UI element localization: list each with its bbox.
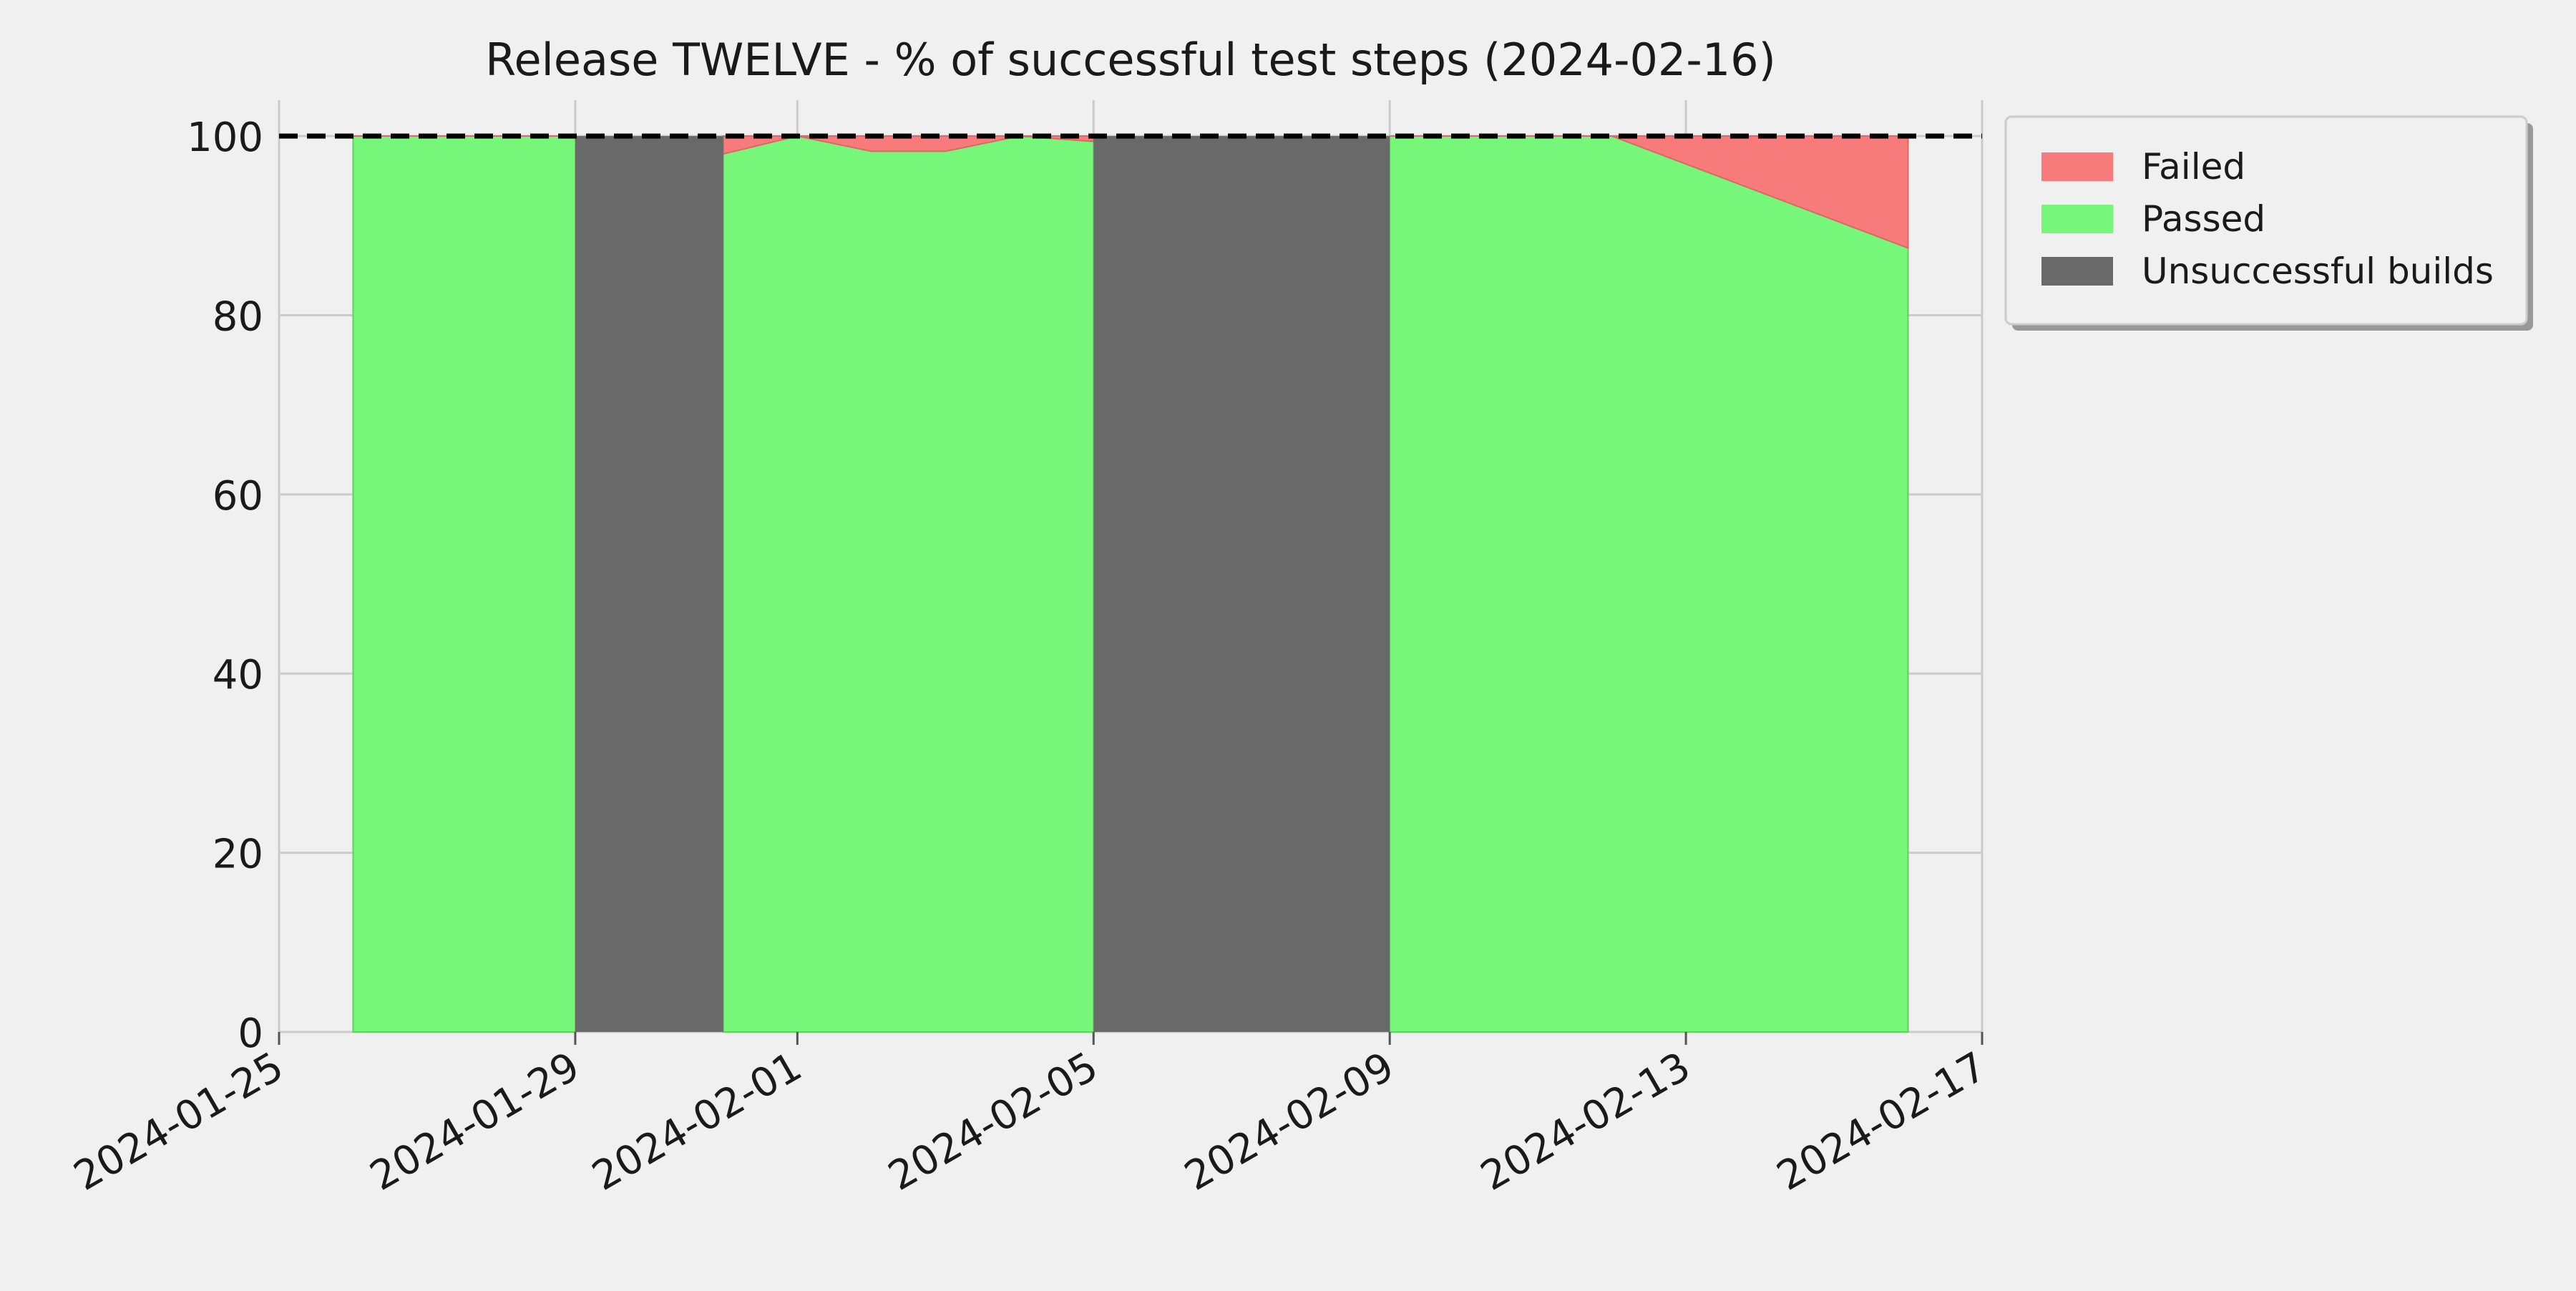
legend: Failed Passed Unsuccessful builds [2004,115,2533,331]
x-tick-label: 2024-02-09 [1177,1043,1402,1200]
unsuccessful-builds-area [575,136,723,1033]
x-tick-label: 2024-02-13 [1473,1043,1698,1200]
area-layer [352,135,1909,1033]
x-tick-label: 2024-01-25 [67,1043,291,1200]
legend-label-unsuccessful: Unsuccessful builds [2142,250,2494,292]
legend-swatch-failed [2041,152,2113,181]
y-tick-label: 80 [213,293,263,340]
legend-frame [2004,115,2528,326]
x-tick-label: 2024-01-29 [363,1043,587,1200]
y-tick-label: 60 [213,473,263,520]
x-tick-label: 2024-02-17 [1770,1043,1994,1200]
y-tick-label: 0 [238,1010,263,1057]
unsuccessful-builds-area [1093,136,1390,1033]
y-tick-label: 100 [187,115,263,161]
chart-title: Release TWELVE - % of successful test st… [485,34,1776,86]
passed-area [1389,135,1909,1033]
passed-area [352,135,576,1033]
x-tick-label: 2024-02-05 [881,1043,1106,1200]
y-tick-label: 20 [213,832,263,878]
legend-label-passed: Passed [2142,198,2265,240]
y-tick-label: 40 [213,652,263,698]
legend-swatch-passed [2041,205,2113,233]
x-tick-label: 2024-02-01 [585,1043,809,1200]
legend-label-failed: Failed [2142,146,2245,187]
passed-area [722,135,1095,1033]
legend-swatch-unsuccessful [2041,257,2113,286]
